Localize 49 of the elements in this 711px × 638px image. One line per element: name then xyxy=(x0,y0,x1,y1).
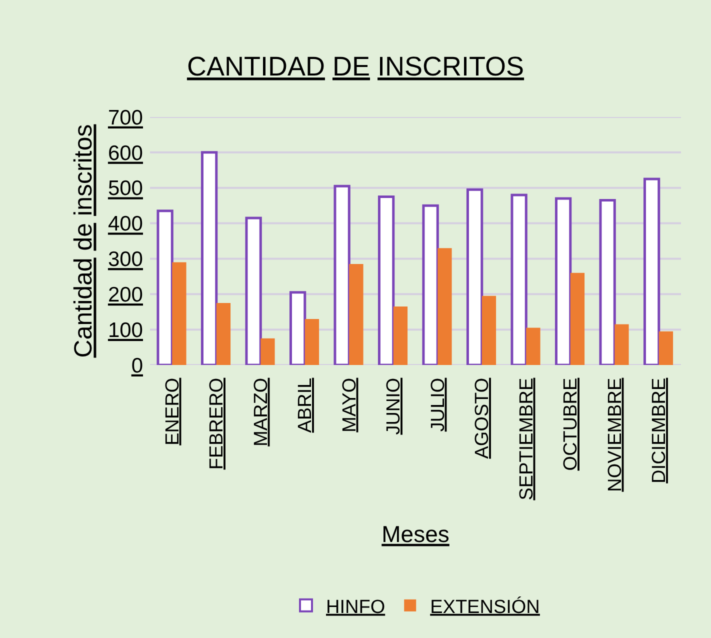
x-tick-label: DICIEMBRE xyxy=(649,378,670,484)
x-tick-label: AGOSTO xyxy=(472,378,494,459)
x-tick-label: OCTUBRE xyxy=(560,378,582,471)
bar xyxy=(260,338,275,365)
y-tick-label: 500 xyxy=(108,177,143,200)
legend-label: EXTENSIÓN xyxy=(430,596,540,618)
bar xyxy=(172,262,186,365)
x-tick-label: ABRIL xyxy=(295,378,316,433)
bar xyxy=(438,248,452,365)
bar xyxy=(289,291,306,365)
bar xyxy=(245,216,262,365)
y-tick-label: 0 xyxy=(131,354,143,378)
x-tick-label: JULIO xyxy=(428,378,449,432)
bar xyxy=(658,331,674,365)
bar xyxy=(334,184,350,365)
bar xyxy=(570,272,585,365)
bar xyxy=(614,324,629,365)
bar xyxy=(216,303,231,365)
x-tick-label: MAYO xyxy=(339,378,360,432)
bar xyxy=(482,296,496,365)
x-axis-title: Meses xyxy=(382,520,450,547)
bar xyxy=(554,197,572,365)
bar xyxy=(526,328,540,365)
chart-title: CANTIDAD DE INSCRITOS xyxy=(186,52,524,82)
bar xyxy=(643,178,660,365)
bar xyxy=(510,194,528,365)
x-tick-label: MARZO xyxy=(250,378,272,446)
bar xyxy=(599,199,616,365)
x-tick-label: JUNIO xyxy=(384,378,405,435)
y-tick-label: 400 xyxy=(108,212,143,236)
y-axis-title: Cantidad de inscritos xyxy=(70,124,98,358)
bar xyxy=(393,306,408,365)
y-tick-label: 100 xyxy=(108,318,143,342)
bar xyxy=(422,204,439,365)
y-tick-label: 300 xyxy=(108,248,143,272)
y-tick-label: 700 xyxy=(108,106,143,130)
x-tick-label: SEPTIEMBRE xyxy=(516,378,538,500)
bar xyxy=(466,188,484,365)
bar xyxy=(349,264,364,365)
y-tick-label: 200 xyxy=(108,283,143,306)
x-tick-label: FEBRERO xyxy=(206,378,228,470)
bar xyxy=(156,210,174,365)
bar xyxy=(304,318,320,365)
legend-label: HINFO xyxy=(326,596,386,618)
y-tick-label: 600 xyxy=(108,142,143,165)
x-tick-label: ENERO xyxy=(162,378,184,446)
bar xyxy=(378,195,395,365)
x-tick-label: NOVIEMBRE xyxy=(604,378,626,492)
bar xyxy=(200,151,218,365)
